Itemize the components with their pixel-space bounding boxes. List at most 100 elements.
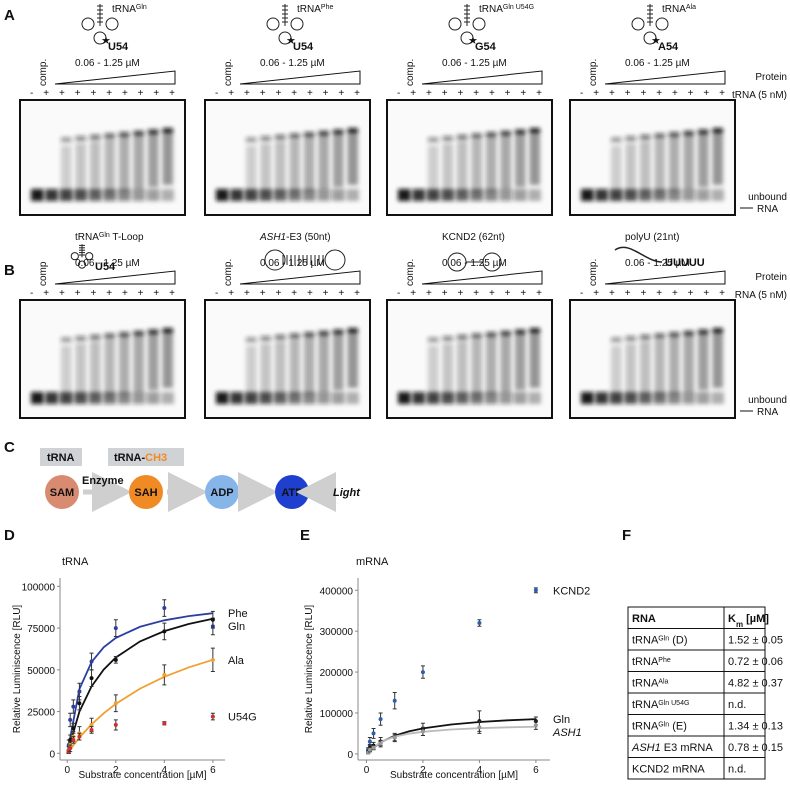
smear [304, 136, 315, 192]
gel-bands [31, 328, 174, 404]
comp-label: comp. [223, 259, 234, 286]
text-part: (D) [669, 635, 687, 647]
text-part: -E3 (50nt) [286, 232, 330, 243]
band [260, 336, 271, 341]
rna-name: tRNAGln U54G [479, 4, 534, 16]
rna-icon [81, 4, 119, 45]
panel-label: F [622, 527, 631, 544]
table-cell: ASH1 E3 mRNA [631, 742, 713, 754]
band [514, 392, 527, 404]
band [346, 392, 359, 404]
band [669, 132, 680, 137]
loop [643, 31, 657, 45]
band [529, 128, 540, 133]
band [398, 189, 411, 201]
table-cell: 1.52 ± 0.05 [728, 635, 783, 647]
band [485, 189, 498, 201]
rna-icon [264, 249, 346, 271]
gel [19, 299, 186, 419]
text-part: ASH1 [259, 232, 286, 243]
text-part: Gln [136, 4, 147, 11]
band [669, 332, 680, 337]
band [132, 392, 145, 404]
comp-label: comp. [405, 259, 416, 286]
point [113, 722, 118, 727]
point [371, 731, 376, 736]
smear [683, 334, 694, 393]
point [77, 734, 82, 739]
band [132, 189, 145, 201]
comp-label: comp. [38, 59, 49, 86]
band [581, 392, 594, 404]
band [333, 129, 344, 135]
text-part: Ala [658, 678, 668, 685]
point [71, 704, 76, 709]
text-part: Gln U54G [503, 4, 534, 11]
gel-bands [31, 128, 174, 201]
band [275, 134, 286, 140]
loop [655, 17, 669, 31]
rna-icon [448, 4, 486, 45]
smear [275, 141, 286, 197]
band [148, 329, 159, 335]
band [31, 189, 44, 201]
smear [471, 138, 482, 194]
band [318, 130, 329, 136]
fit-line [66, 658, 214, 754]
band [698, 329, 709, 335]
band [595, 392, 608, 404]
band [61, 137, 72, 143]
x-axis-label: Substrate concentration [µM] [390, 770, 518, 781]
rna-icon [447, 252, 502, 272]
unbound-label: unbound [748, 192, 787, 203]
point [210, 657, 215, 662]
smear [471, 338, 482, 397]
point [367, 747, 372, 752]
text-part: tRNA [662, 4, 686, 15]
smear [486, 136, 497, 192]
text-part: polyU (21nt) [625, 232, 679, 243]
smear [669, 136, 680, 192]
mutation: UUUUU [665, 257, 705, 269]
unbound-label: unbound [748, 395, 787, 406]
smear [304, 336, 315, 395]
point [210, 617, 215, 622]
band [148, 129, 159, 135]
point [420, 670, 425, 675]
smear [683, 134, 694, 190]
band [529, 328, 540, 333]
mutation: U54 [95, 261, 116, 273]
table-header: Km [µM] [728, 613, 769, 629]
smear [61, 145, 72, 201]
band [654, 133, 665, 139]
y-tick-label: 200000 [320, 668, 354, 679]
smear [515, 332, 526, 391]
y-axis-label: Relative Luminiscence [RLU] [304, 605, 315, 734]
row-label: tRNA (5 nM) [732, 90, 787, 101]
x-tick-label: 4 [162, 765, 168, 776]
lane-labels: - + + + + + + + + + [30, 88, 175, 99]
range: 0.06 - 1.25 µM [442, 58, 507, 69]
enzyme-label: Enzyme [82, 475, 124, 487]
rna-icon [614, 246, 663, 263]
band [230, 392, 243, 404]
band [303, 189, 316, 201]
smear [640, 141, 651, 197]
comp-label: comp [38, 261, 49, 286]
band [442, 336, 453, 341]
band [683, 130, 694, 136]
rna-name: tRNAAla [662, 4, 696, 16]
smear [515, 132, 526, 188]
smear [486, 336, 497, 395]
band [133, 330, 144, 336]
text-part: tRNA [632, 699, 659, 711]
smear [442, 343, 453, 402]
band [485, 392, 498, 404]
rna-name: tRNAGln T-Loop [75, 232, 144, 244]
band [246, 337, 257, 343]
text-part: tRNA [632, 678, 659, 690]
band [90, 334, 101, 340]
smear [500, 134, 511, 190]
chart-title: mRNA [356, 556, 389, 568]
smear [90, 141, 101, 197]
